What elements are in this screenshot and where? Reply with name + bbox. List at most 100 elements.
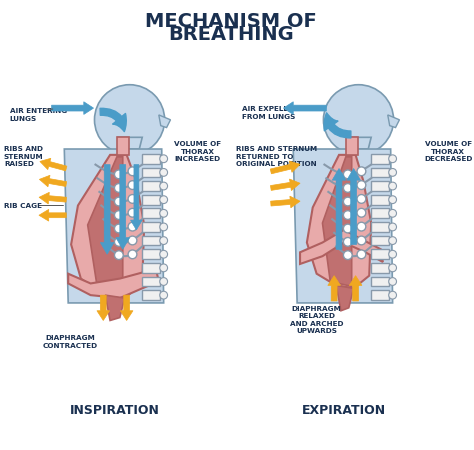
Bar — [142, 249, 160, 259]
Circle shape — [160, 237, 168, 244]
Circle shape — [128, 181, 137, 189]
Polygon shape — [328, 276, 340, 301]
Polygon shape — [271, 179, 300, 190]
Text: MECHANISM OF: MECHANISM OF — [145, 12, 317, 31]
Polygon shape — [347, 168, 360, 244]
Bar — [371, 222, 389, 232]
Circle shape — [343, 170, 352, 179]
Circle shape — [389, 209, 397, 217]
Bar — [371, 236, 389, 245]
Bar — [142, 222, 160, 232]
Circle shape — [160, 223, 168, 231]
Circle shape — [343, 224, 352, 233]
Circle shape — [128, 250, 137, 259]
Polygon shape — [347, 137, 371, 149]
Polygon shape — [283, 102, 327, 114]
Polygon shape — [270, 161, 300, 174]
Circle shape — [160, 291, 168, 299]
Circle shape — [343, 251, 352, 260]
Circle shape — [160, 264, 168, 272]
Bar — [371, 181, 389, 191]
Circle shape — [389, 196, 397, 203]
Polygon shape — [120, 295, 133, 320]
Text: AIR EXPELLED
FROM LUNGS: AIR EXPELLED FROM LUNGS — [242, 106, 298, 120]
Circle shape — [389, 278, 397, 285]
Bar — [371, 154, 389, 164]
Circle shape — [343, 238, 352, 246]
Bar — [142, 181, 160, 191]
Polygon shape — [64, 149, 164, 303]
Circle shape — [343, 184, 352, 192]
Polygon shape — [332, 168, 346, 249]
Circle shape — [323, 85, 393, 155]
Bar — [142, 167, 160, 177]
Circle shape — [389, 291, 397, 299]
Polygon shape — [39, 192, 66, 204]
Polygon shape — [71, 155, 144, 298]
FancyArrowPatch shape — [324, 113, 351, 138]
Circle shape — [343, 197, 352, 206]
Polygon shape — [322, 157, 352, 286]
Text: BREATHING: BREATHING — [168, 25, 294, 44]
Bar — [142, 277, 160, 286]
Circle shape — [114, 170, 123, 179]
Circle shape — [357, 208, 366, 217]
Circle shape — [114, 224, 123, 233]
Circle shape — [114, 251, 123, 260]
Polygon shape — [271, 196, 300, 208]
Bar — [371, 263, 389, 273]
Bar — [142, 208, 160, 218]
Polygon shape — [97, 295, 109, 320]
Circle shape — [389, 223, 397, 231]
Bar — [371, 290, 389, 300]
Circle shape — [160, 209, 168, 217]
Bar — [142, 236, 160, 245]
Circle shape — [128, 208, 137, 217]
Bar — [142, 154, 160, 164]
Circle shape — [128, 194, 137, 203]
Circle shape — [389, 168, 397, 176]
Circle shape — [160, 155, 168, 162]
Polygon shape — [349, 276, 362, 301]
Bar — [371, 208, 389, 218]
Circle shape — [357, 181, 366, 189]
Circle shape — [114, 238, 123, 246]
Text: AIR ENTERING
LUNGS: AIR ENTERING LUNGS — [10, 108, 67, 122]
Circle shape — [389, 155, 397, 162]
Circle shape — [389, 237, 397, 244]
Polygon shape — [159, 115, 171, 128]
Text: DIAPHRAGM
CONTRACTED: DIAPHRAGM CONTRACTED — [43, 335, 98, 349]
Circle shape — [389, 264, 397, 272]
Text: VOLUME OF
THORAX
DECREASED: VOLUME OF THORAX DECREASED — [424, 141, 472, 162]
Circle shape — [357, 250, 366, 259]
Circle shape — [357, 236, 366, 245]
Circle shape — [160, 168, 168, 176]
Circle shape — [114, 211, 123, 220]
Circle shape — [160, 278, 168, 285]
FancyArrowPatch shape — [100, 108, 126, 132]
Text: DIAPHRAGM
RELAXED
AND ARCHED
UPWARDS: DIAPHRAGM RELAXED AND ARCHED UPWARDS — [290, 306, 343, 334]
Circle shape — [114, 184, 123, 192]
Text: INSPIRATION: INSPIRATION — [70, 404, 160, 417]
Bar — [371, 167, 389, 177]
Bar — [371, 277, 389, 286]
Polygon shape — [88, 157, 123, 295]
Circle shape — [128, 167, 137, 176]
Polygon shape — [105, 295, 125, 320]
Circle shape — [357, 194, 366, 203]
Polygon shape — [300, 230, 383, 264]
Polygon shape — [116, 165, 129, 249]
Polygon shape — [40, 158, 67, 171]
Circle shape — [357, 167, 366, 176]
Polygon shape — [118, 137, 142, 149]
Circle shape — [160, 250, 168, 258]
Polygon shape — [117, 137, 128, 155]
Circle shape — [128, 222, 137, 231]
Text: RIB CAGE: RIB CAGE — [4, 202, 42, 208]
Polygon shape — [307, 155, 371, 288]
Text: RIBS AND STERNUM
RETURNED TO
ORIGINAL POSITION: RIBS AND STERNUM RETURNED TO ORIGINAL PO… — [236, 146, 317, 167]
Polygon shape — [293, 149, 392, 303]
Polygon shape — [100, 165, 114, 254]
Polygon shape — [346, 137, 357, 155]
Circle shape — [389, 250, 397, 258]
